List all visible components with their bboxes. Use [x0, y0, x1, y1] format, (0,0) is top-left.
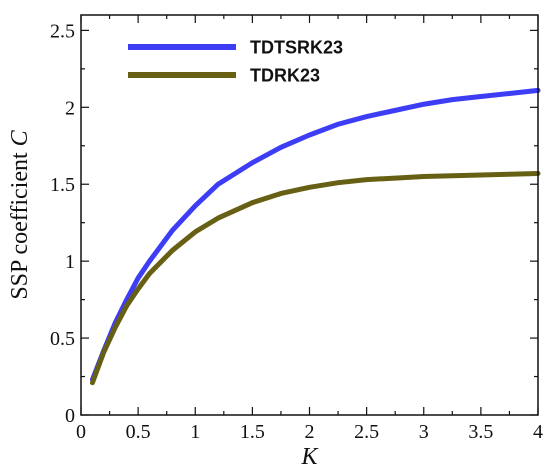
- x-tick-label: 4: [533, 421, 543, 443]
- x-tick-label: 1.5: [240, 421, 265, 443]
- y-tick-label: 2: [65, 97, 75, 119]
- y-tick-label: 1.5: [50, 174, 75, 196]
- x-axis-label: K: [300, 444, 319, 470]
- y-tick-label: 2.5: [50, 20, 75, 42]
- x-tick-label: 2: [305, 421, 315, 443]
- series-line-tdtsrk23: [89, 87, 541, 383]
- x-tick-label: 2.5: [354, 421, 379, 443]
- series-layer: [89, 87, 541, 386]
- y-axis-label-prefix: SSP coefficient: [7, 146, 33, 299]
- y-tick-label: 0.5: [50, 328, 75, 350]
- legend-label-tdrk23: TDRK23: [250, 66, 320, 86]
- y-tick-label: 0: [65, 405, 75, 427]
- ticks-layer: 0 0.5 1 1.5 2 2.5 3 3.5 4 0 0.5 1 1.5 2 2.5: [50, 15, 543, 443]
- x-tick-label: 0: [76, 421, 86, 443]
- x-tick-label: 1: [190, 421, 200, 443]
- legend: TDTSRK23 TDRK23: [128, 38, 343, 86]
- y-axis-label-symbol: C: [7, 129, 33, 146]
- legend-label-tdtsrk23: TDTSRK23: [250, 38, 343, 58]
- y-tick-label: 1: [65, 251, 75, 273]
- x-tick-label: 0.5: [126, 421, 151, 443]
- series-line-tdrk23: [89, 170, 541, 386]
- x-tick-label: 3: [419, 421, 429, 443]
- x-tick-label: 3.5: [468, 421, 493, 443]
- y-axis-label: SSP coefficient C: [7, 129, 33, 299]
- plot-frame: [80, 14, 539, 416]
